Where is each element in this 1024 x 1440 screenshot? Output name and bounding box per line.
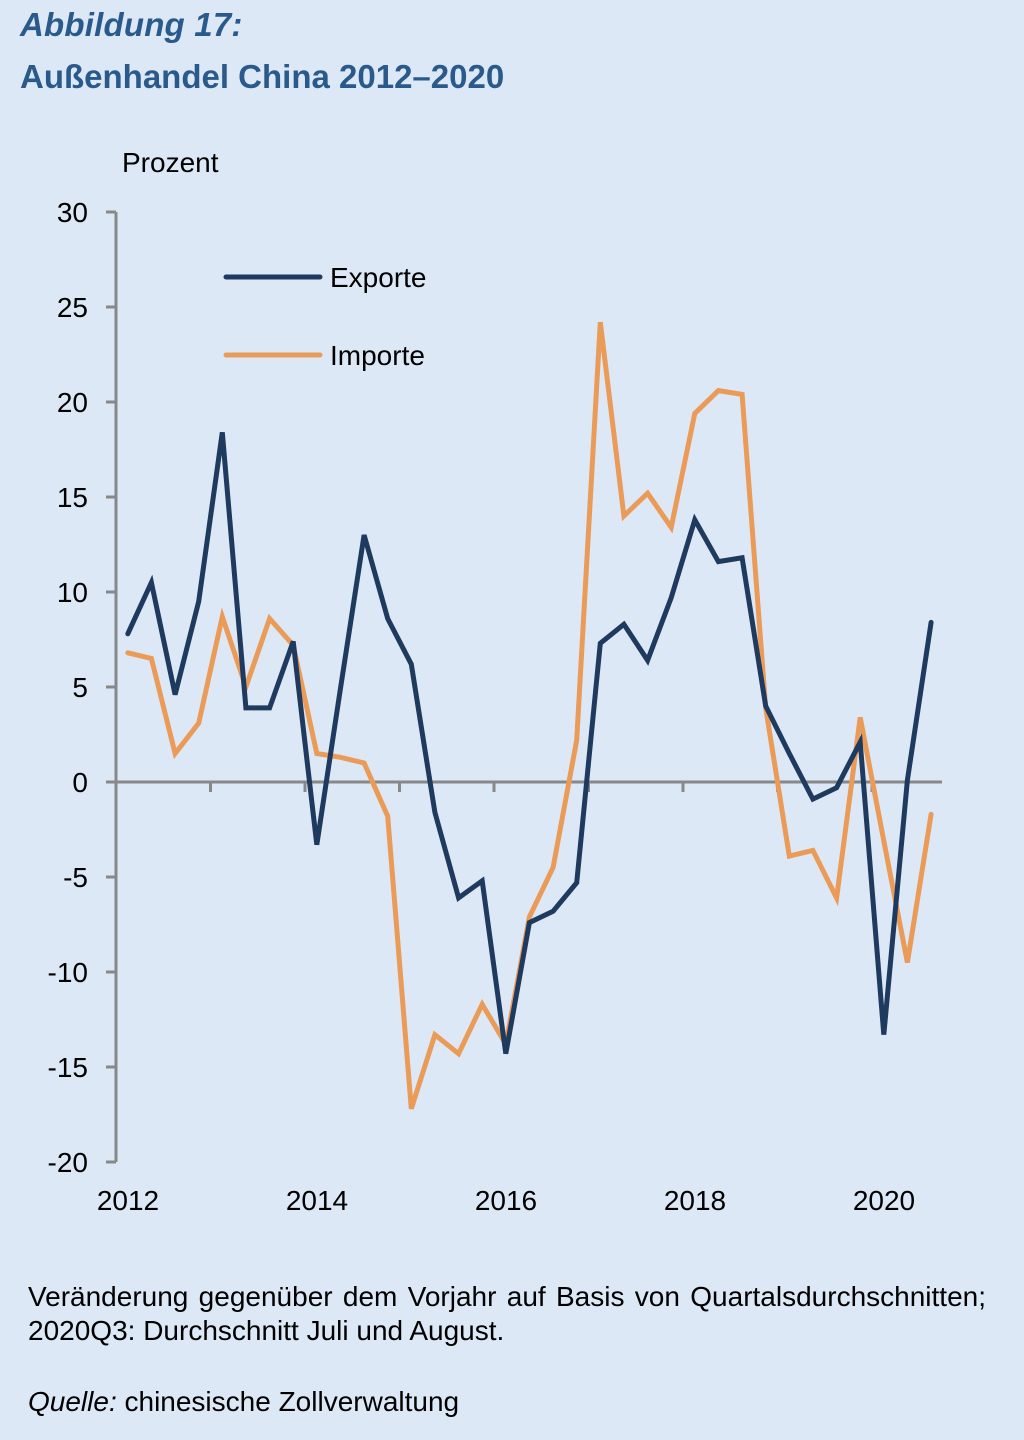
y-tick-label: -20 — [48, 1147, 88, 1178]
x-tick-label: 2020 — [853, 1185, 915, 1216]
chart-note: Veränderung gegenüber dem Vorjahr auf Ba… — [28, 1281, 986, 1346]
source-text: chinesische Zollverwaltung — [116, 1386, 460, 1417]
x-tick-label: 2014 — [286, 1185, 348, 1216]
x-tick-label: 2016 — [475, 1185, 537, 1216]
y-tick-label: 25 — [57, 292, 88, 323]
series-line-exporte — [125, 432, 934, 1055]
x-tick-labels: 2012 2014 2016 2018 2020 — [97, 1185, 915, 1216]
legend-label: Importe — [330, 340, 425, 371]
y-tick-label: -15 — [48, 1052, 88, 1083]
figure-title: Außenhandel China 2012–2020 — [20, 58, 505, 95]
y-tick-label: 5 — [72, 672, 88, 703]
y-tick-label: -10 — [48, 957, 88, 988]
line-chart: Prozent 30 25 20 15 10 5 0 -5 -10 -15 -20 2012 2014… — [48, 147, 942, 1216]
x-tick-label: 2012 — [97, 1185, 159, 1216]
y-tick-label: 0 — [72, 767, 88, 798]
y-tick-label: -5 — [63, 862, 88, 893]
y-tick-label: 15 — [57, 482, 88, 513]
legend: Exporte Importe — [223, 262, 427, 371]
y-axis-label: Prozent — [122, 147, 219, 178]
x-tick-label: 2018 — [664, 1185, 726, 1216]
source-label: Quelle: — [28, 1386, 117, 1417]
y-tick-label: 30 — [57, 197, 88, 228]
figure-label: Abbildung 17: — [20, 6, 243, 43]
series-lines — [125, 321, 934, 1110]
series-line-importe — [125, 321, 934, 1110]
y-tick-label: 20 — [57, 387, 88, 418]
y-tick-label: 10 — [57, 577, 88, 608]
source-line: Quelle: chinesische Zollverwaltung — [28, 1386, 459, 1418]
legend-label: Exporte — [330, 262, 427, 293]
y-tick-labels: 30 25 20 15 10 5 0 -5 -10 -15 -20 — [48, 197, 88, 1178]
